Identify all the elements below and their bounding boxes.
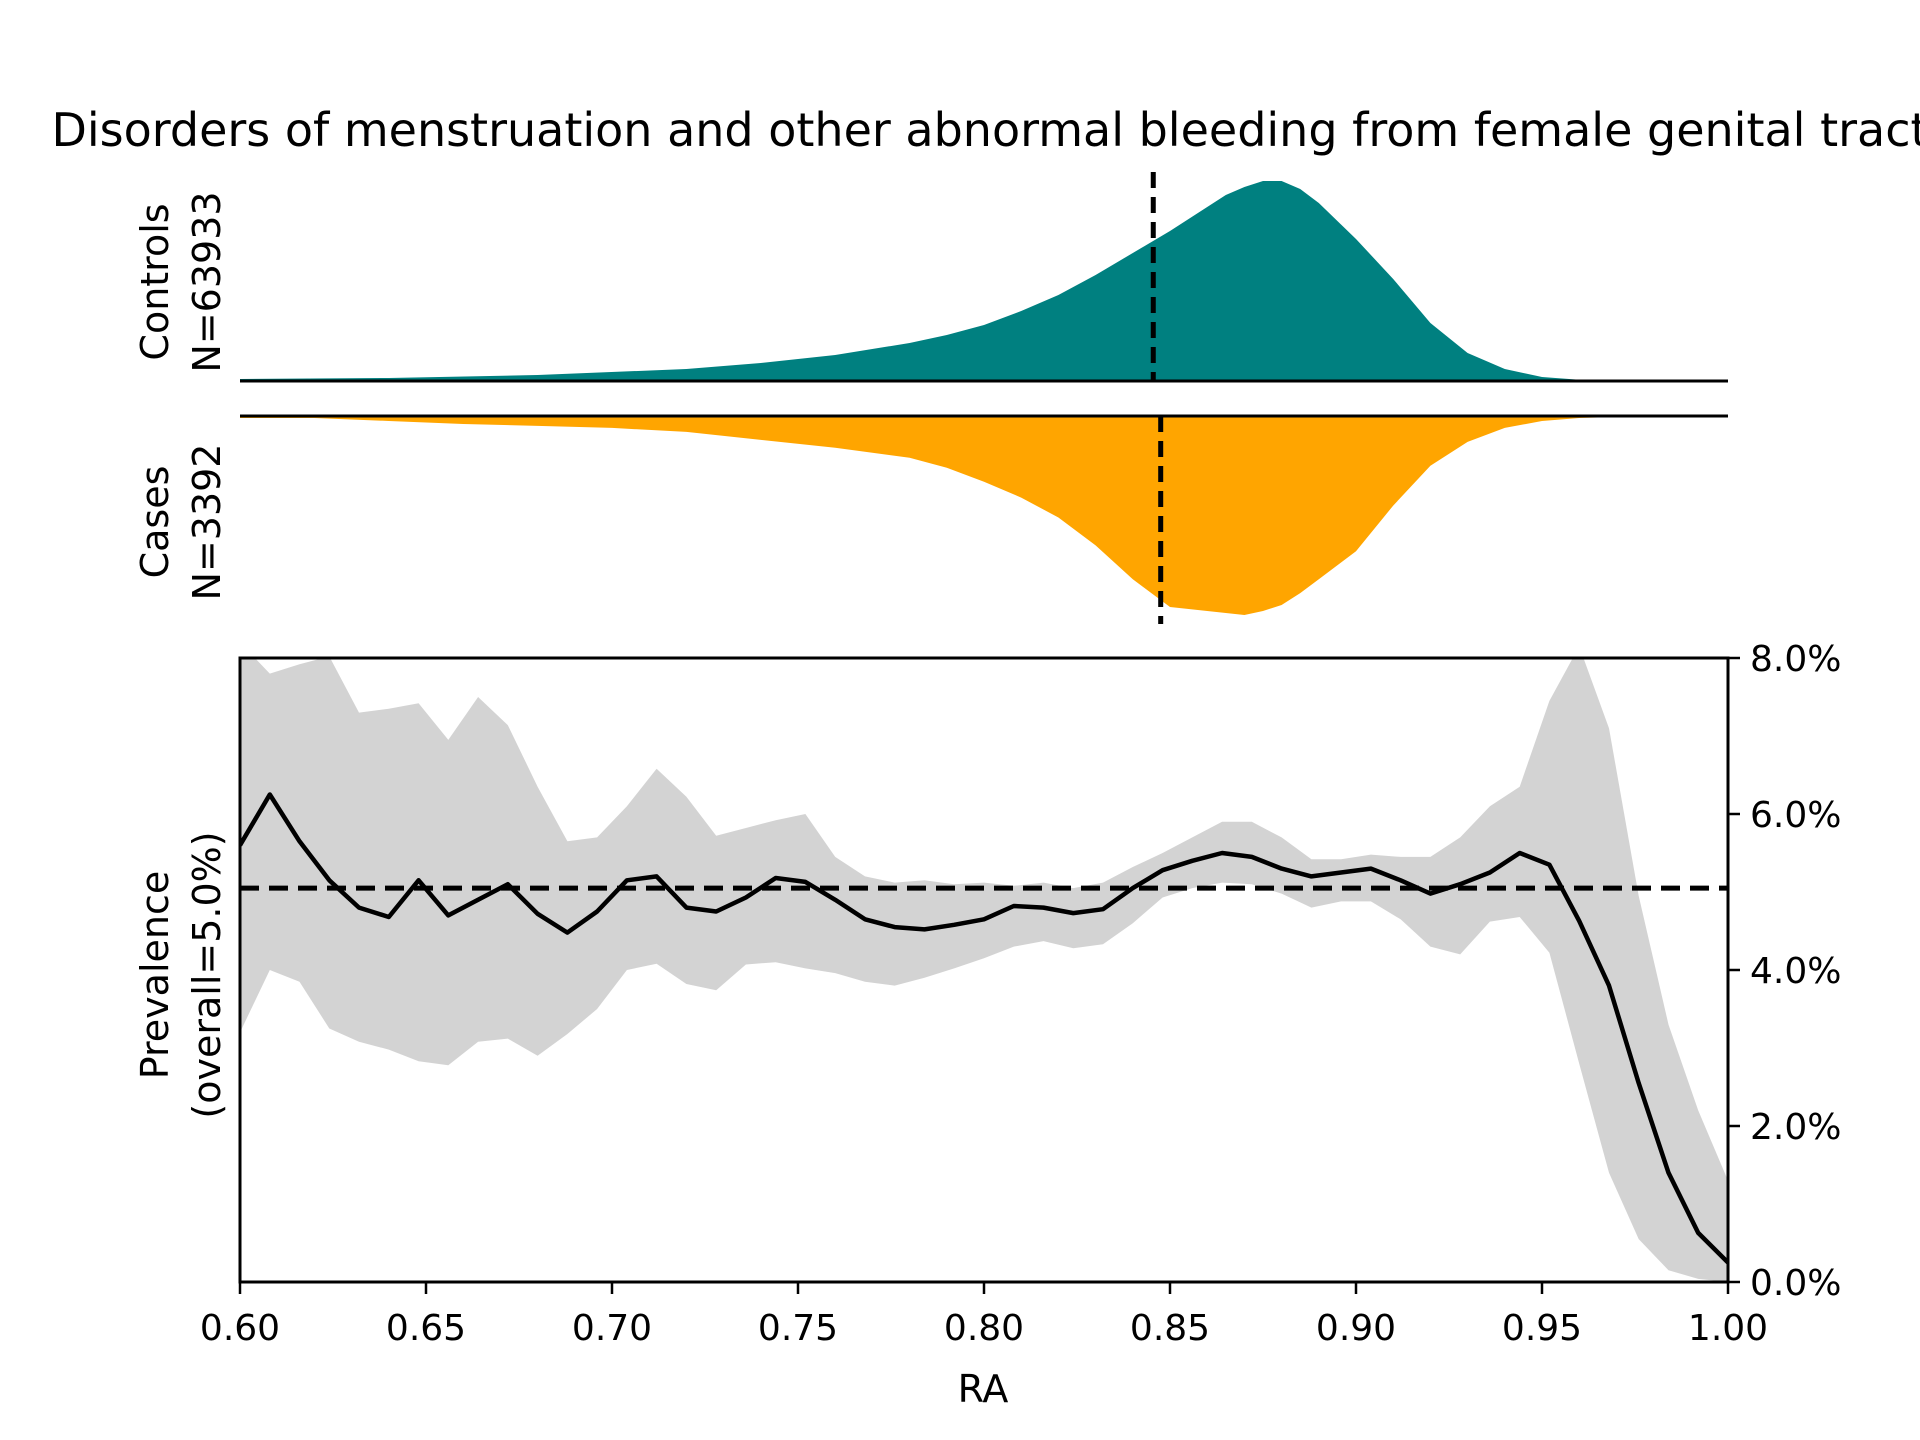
chart-text: Disorders of menstruation and other abno… (51, 103, 1920, 1411)
prevalence-ylabel-line1: Prevalence (133, 871, 177, 1079)
y-tick-label: 8.0% (1750, 639, 1841, 680)
cases-label: Cases (133, 466, 177, 579)
x-axis-label: RA (958, 1367, 1009, 1411)
controls-n-label: N=63933 (185, 191, 229, 372)
x-tick-label: 0.75 (758, 1308, 838, 1349)
cases-density-area (240, 416, 1728, 615)
distribution-panels (240, 172, 1728, 624)
x-tick-label: 0.80 (944, 1308, 1024, 1349)
controls-label: Controls (133, 203, 177, 360)
cases-n-label: N=3392 (185, 444, 229, 601)
prevalence-plot-area (240, 658, 1728, 1282)
confidence-band (240, 658, 1728, 1282)
prevalence-line (240, 792, 1728, 1265)
x-tick-label: 0.60 (200, 1308, 280, 1349)
x-tick-label: 0.90 (1316, 1308, 1396, 1349)
prevalence-ylabel-line2: (overall=5.0%) (185, 831, 229, 1118)
controls-density-area (240, 181, 1728, 381)
y-tick-label: 4.0% (1750, 951, 1841, 992)
x-tick-label: 0.95 (1502, 1308, 1582, 1349)
x-tick-label: 0.65 (386, 1308, 466, 1349)
x-tick-label: 0.85 (1130, 1308, 1210, 1349)
prevalence-panel: 0.60 0.65 0.70 0.75 0.80 0.85 0.90 0.95 1.000.0%… (200, 639, 1842, 1349)
y-tick-label: 0.0% (1750, 1263, 1841, 1304)
y-tick-label: 2.0% (1750, 1107, 1841, 1148)
x-tick-label: 1.00 (1688, 1308, 1768, 1349)
chart-title: Disorders of menstruation and other abno… (51, 103, 1920, 157)
y-tick-label: 6.0% (1750, 795, 1841, 836)
x-tick-label: 0.70 (572, 1308, 652, 1349)
